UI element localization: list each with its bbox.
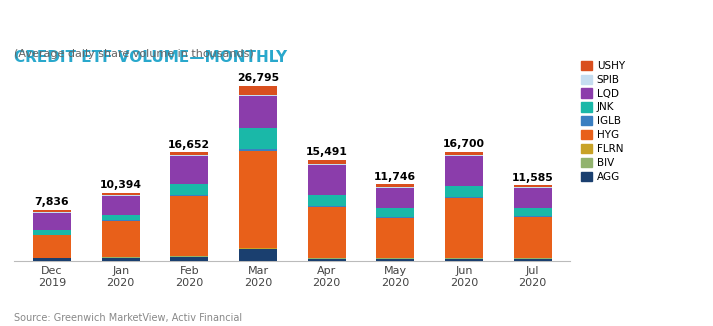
Text: 11,746: 11,746 xyxy=(374,171,416,182)
Bar xyxy=(170,195,208,196)
Bar xyxy=(239,151,277,247)
Bar xyxy=(170,196,208,256)
Bar xyxy=(170,256,208,257)
Bar xyxy=(33,213,71,230)
Bar xyxy=(102,257,140,258)
Bar xyxy=(376,217,414,218)
Bar xyxy=(170,184,208,195)
Bar xyxy=(102,193,140,195)
Bar xyxy=(102,220,140,221)
Text: 11,585: 11,585 xyxy=(512,173,553,183)
Bar xyxy=(239,247,277,249)
Bar xyxy=(514,208,552,216)
Bar xyxy=(376,187,414,188)
Text: 10,394: 10,394 xyxy=(100,180,142,190)
Bar xyxy=(170,155,208,156)
Bar xyxy=(514,187,552,208)
Bar xyxy=(239,96,277,128)
Bar xyxy=(376,218,414,258)
Bar xyxy=(33,235,71,258)
Bar xyxy=(376,209,414,217)
Text: 16,700: 16,700 xyxy=(443,139,485,149)
Bar xyxy=(33,230,71,234)
Bar xyxy=(308,258,346,259)
Legend: USHY, SPIB, LQD, JNK, IGLB, HYG, FLRN, BIV, AGG: USHY, SPIB, LQD, JNK, IGLB, HYG, FLRN, B… xyxy=(581,61,625,182)
Text: 16,652: 16,652 xyxy=(168,140,210,150)
Text: Source: Greenwich MarketView, Activ Financial: Source: Greenwich MarketView, Activ Fina… xyxy=(14,313,242,323)
Bar xyxy=(239,86,277,95)
Bar xyxy=(33,234,71,235)
Bar xyxy=(170,257,208,261)
Bar xyxy=(514,185,552,187)
Bar xyxy=(102,221,140,257)
Bar xyxy=(239,149,277,151)
Bar xyxy=(308,165,346,195)
Bar xyxy=(239,249,277,261)
Bar xyxy=(239,128,277,149)
Bar xyxy=(514,259,552,261)
Text: 15,491: 15,491 xyxy=(306,147,348,157)
Bar xyxy=(445,258,483,259)
Bar xyxy=(445,152,483,155)
Bar xyxy=(308,164,346,165)
Bar xyxy=(445,186,483,197)
Bar xyxy=(376,184,414,187)
Bar xyxy=(514,216,552,217)
Bar xyxy=(102,196,140,215)
Text: (Average daily share volume in thousands): (Average daily share volume in thousands… xyxy=(14,49,254,59)
Bar xyxy=(239,95,277,96)
Bar xyxy=(102,195,140,196)
Bar xyxy=(102,215,140,220)
Bar xyxy=(102,258,140,261)
Bar xyxy=(170,156,208,184)
Bar xyxy=(445,259,483,261)
Bar xyxy=(33,259,71,261)
Text: CREDIT ETF VOLUME—MONTHLY: CREDIT ETF VOLUME—MONTHLY xyxy=(14,50,287,65)
Bar xyxy=(445,155,483,156)
Bar xyxy=(514,217,552,258)
Bar xyxy=(33,210,71,212)
Bar xyxy=(308,259,346,261)
Bar xyxy=(308,160,346,164)
Text: 26,795: 26,795 xyxy=(237,73,279,83)
Bar xyxy=(308,207,346,258)
Bar xyxy=(170,152,208,155)
Bar xyxy=(33,212,71,213)
Bar xyxy=(308,195,346,206)
Text: 7,836: 7,836 xyxy=(35,197,69,207)
Bar xyxy=(376,188,414,209)
Bar xyxy=(445,156,483,186)
Bar xyxy=(308,206,346,207)
Bar xyxy=(445,197,483,198)
Bar xyxy=(445,198,483,258)
Bar xyxy=(376,259,414,261)
